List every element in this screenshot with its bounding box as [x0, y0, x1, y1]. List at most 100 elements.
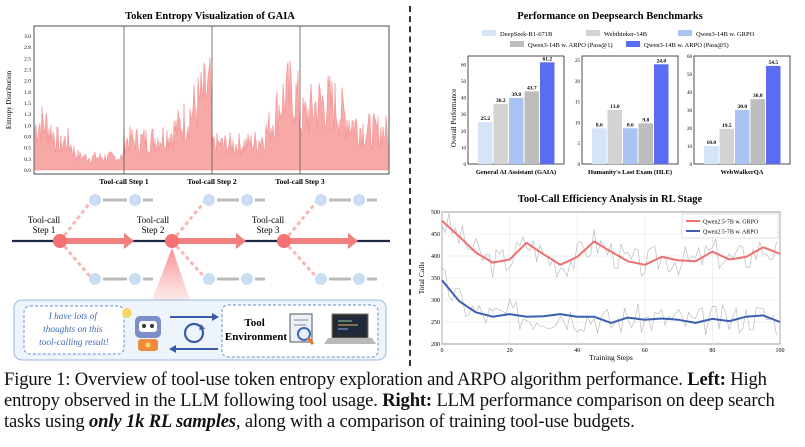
bar-ytick: 20 [687, 127, 693, 132]
bar-category-label: Humanity's Last Exam (HLE) [588, 169, 672, 176]
thought-text: I have lots of thoughts on this tool-cal… [39, 311, 109, 348]
entropy-ytick: 1.5 [24, 101, 31, 107]
bar [509, 97, 524, 164]
smoothed-series-line [441, 220, 781, 266]
efficiency-chart: Tool-Call Efficiency Analysis in RL Stag… [417, 194, 785, 362]
entropy-ylabel: Entropy Distribution [5, 70, 13, 129]
line-ytick: 300 [431, 298, 440, 304]
legend-swatch [626, 41, 640, 47]
bar [524, 91, 539, 164]
bar [735, 110, 750, 164]
legend-label: Qwen3-14B w. GRPO [696, 31, 755, 38]
entropy-ytick: 1.0 [24, 123, 31, 129]
bar [638, 123, 653, 164]
bar-ytick: 50 [687, 73, 693, 78]
bar-ytick: 0 [690, 163, 693, 168]
line-legend-label: Qwen2.5-7B w. ARPO [703, 230, 759, 236]
legend-swatch [482, 30, 496, 36]
raw-series-line [441, 213, 777, 279]
entropy-ytick: 0.5 [24, 146, 31, 152]
caption-part-4: , along with a comparison of training to… [235, 411, 635, 432]
bar-value-label: 54.5 [768, 60, 778, 66]
entropy-ytick: 2.0 [24, 79, 31, 85]
robot-icon [122, 308, 161, 351]
line-xtick: 20 [507, 348, 513, 354]
bar [607, 110, 622, 164]
bar-value-label: 19.5 [722, 123, 732, 129]
bar-ytick: 60 [687, 55, 693, 60]
bar-ytick: 0 [578, 163, 581, 168]
entropy-ytick: 1.3 [24, 112, 31, 118]
line-legend-label: Qwen2.5-7B w. GRPO [703, 220, 759, 226]
line-legend-box [681, 213, 779, 239]
bar-ytick: 20 [575, 80, 581, 85]
bar-value-label: 8.6 [627, 122, 634, 128]
bar-ytick: 5 [578, 142, 581, 147]
entropy-title: Token Entropy Visualization of GAIA [125, 11, 295, 22]
line-ytick: 250 [431, 320, 440, 326]
line-xtick: 0 [441, 348, 444, 354]
line-xtick: 100 [776, 348, 785, 354]
line-ytick: 500 [431, 210, 440, 216]
bar-value-label: 36.0 [753, 93, 763, 99]
raw-series-line [441, 268, 777, 336]
bar [704, 146, 719, 164]
bar-ytick: 30 [687, 109, 693, 114]
step-label-3: Tool-call Step 3 [275, 177, 325, 186]
entropy-ytick: 0.8 [24, 135, 31, 141]
caption-right: Right: [382, 390, 432, 411]
bar-ytick: 40 [687, 91, 693, 96]
entropy-area [34, 57, 389, 171]
legend-label: Qwen3-14B w. ARPO (Pass@5) [644, 42, 729, 49]
line-xtick: 40 [574, 348, 580, 354]
rollout-diagram: Tool-call Step 1 Tool-call Step 2 Tool-cal… [12, 194, 390, 361]
bar-value-label: 25.2 [480, 116, 490, 122]
perf-title: Performance on Deepsearch Benchmarks [517, 11, 703, 22]
entropy-ytick: 2.8 [24, 45, 31, 51]
performance-chart: Performance on Deepsearch Benchmarks Dee… [450, 11, 791, 176]
bar [654, 64, 669, 164]
bar-value-label: 36.2 [496, 98, 506, 104]
exchange-icon [169, 313, 219, 353]
bar-value-label: 24.0 [656, 58, 666, 64]
bar [592, 128, 607, 164]
bar-ytick: 40 [461, 97, 467, 102]
line-xlabel: Training Steps [589, 353, 633, 362]
bar-ytick: 15 [575, 101, 581, 106]
line-xtick: 80 [709, 348, 715, 354]
legend-label: Qwen3-14B w. ARPO (Pass@1) [528, 42, 613, 49]
legend-swatch [678, 30, 692, 36]
step-label-2: Tool-call Step 2 [187, 177, 237, 186]
bar [623, 128, 638, 164]
entropy-ytick: 1.8 [24, 90, 31, 96]
diagram-step3-label: Tool-call Step 3 [252, 215, 285, 235]
bar-value-label: 13.0 [610, 104, 620, 110]
line-ytick: 400 [431, 254, 440, 260]
line-ytick: 200 [431, 342, 440, 348]
legend-swatch [510, 41, 524, 47]
entropy-ytick: 2.3 [24, 68, 31, 74]
bar-ytick: 0 [464, 163, 467, 168]
entropy-chart: Token Entropy Visualization of GAIA 0.0 0… [5, 11, 390, 186]
entropy-ytick: 3.0 [24, 34, 31, 40]
caption-part-1: Figure 1: Overview of tool-use token ent… [4, 369, 688, 390]
caption-part-2: High entropy observed in the LLM followi… [4, 369, 767, 411]
caption-left: Left: [687, 369, 726, 390]
step-label-1: Tool-call Step 1 [99, 177, 149, 186]
bar-category-label: General AI Assistant (GAIA) [476, 169, 556, 176]
line-ytick: 350 [431, 276, 440, 282]
legend-swatch [586, 30, 600, 36]
bar-ytick: 25 [575, 59, 581, 64]
line-ylabel: Total Calls [417, 262, 426, 295]
laptop-icon [324, 313, 376, 344]
bar-ytick: 10 [687, 145, 693, 150]
bar-category-label: WebWalkerQA [721, 169, 764, 176]
smoothed-series-line [441, 279, 781, 324]
bar [719, 128, 734, 164]
diagram-step2-label: Tool-call Step 2 [137, 215, 170, 235]
line-xtick: 60 [642, 348, 648, 354]
bar-ytick: 20 [461, 130, 467, 135]
bar-ytick: 30 [461, 113, 467, 118]
line-ytick: 450 [431, 232, 440, 238]
legend-label: Webthinker-14B [604, 31, 648, 38]
